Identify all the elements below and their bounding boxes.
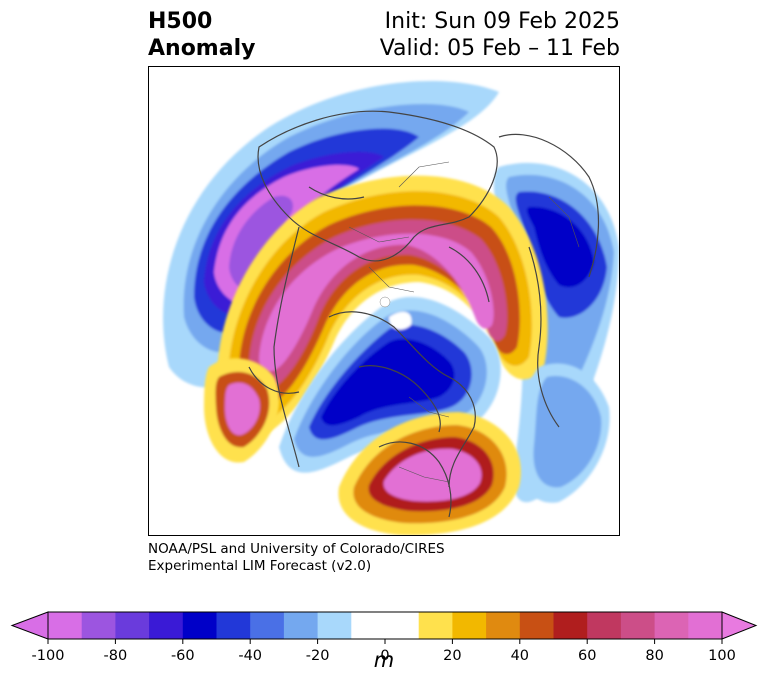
colorbar-swatch [216,612,251,639]
colorbar-tick-label: -40 [238,648,262,664]
colorbar-swatch [283,612,319,639]
colorbar-swatch [317,612,352,639]
colorbar-swatch [250,612,285,639]
colorbar-swatch [519,612,554,639]
init-date: Init: Sun 09 Feb 2025 [384,9,620,34]
pos-anomaly-arctic [149,175,548,438]
colorbar-ticks: -100 -80 -60 -40 -20 0 20 40 60 80 100 [32,639,736,664]
chart-title-left: H500 Anomaly [148,8,255,62]
colorbar-swatch [587,612,622,639]
neg-anomaly-europe [523,363,610,503]
colorbar-swatch [115,612,150,639]
colorbar-tick-label: 60 [578,648,596,664]
title-type: Anomaly [148,36,256,61]
colorbar-swatch [81,612,116,639]
map-svg [149,67,619,535]
colorbar: -100 -80 -60 -40 -20 0 20 40 60 80 100 [10,611,758,664]
colorbar-swatch [486,612,521,639]
colorbar-swatch [654,612,689,639]
colorbar-tick-label: -100 [32,648,65,664]
colorbar-tick-label: 20 [443,648,461,664]
pos-anomaly-atlantic [204,358,280,463]
colorbar-swatch [688,612,723,639]
colorbar-unit-label: m [373,648,395,672]
valid-range: Valid: 05 Feb – 11 Feb [379,36,620,61]
colorbar-tick-label: 40 [511,648,529,664]
colorbar-swatch [149,612,184,639]
country-borders [348,161,580,483]
neg-anomaly-east-asia [493,162,619,503]
north-pole-marker [379,296,391,308]
anomaly-map [148,66,620,536]
credit-line-2: Experimental LIM Forecast (v2.0) [148,558,372,574]
title-variable: H500 [148,9,213,34]
colorbar-tick-label: -60 [171,648,195,664]
colorbar-swatch [452,612,487,639]
credit-text: NOAA/PSL and University of Colorado/CIRE… [148,541,445,575]
colorbar-over-arrow [721,611,758,640]
colorbar-tick-label: -80 [104,648,128,664]
colorbar-swatch [48,612,83,639]
colorbar-tick-label: 80 [645,648,663,664]
chart-title-right: Init: Sun 09 Feb 2025 Valid: 05 Feb – 11… [380,8,620,62]
credit-line-1: NOAA/PSL and University of Colorado/CIRE… [148,541,445,557]
colorbar-tick-label: 0 [380,648,389,664]
colorbar-under-arrow [10,611,49,640]
colorbar-swatch [620,612,656,639]
colorbar-swatch [385,612,420,639]
colorbar-swatch [553,612,588,639]
colorbar-swatch [418,612,453,639]
coastlines [248,110,600,518]
colorbar-tick-label: 100 [708,648,736,664]
colorbar-tick-label: -20 [306,648,330,664]
colorbar-swatches [10,611,758,640]
colorbar-swatch [351,612,386,639]
pos-anomaly-southeast-us [338,412,521,535]
colorbar-swatch [182,612,217,639]
